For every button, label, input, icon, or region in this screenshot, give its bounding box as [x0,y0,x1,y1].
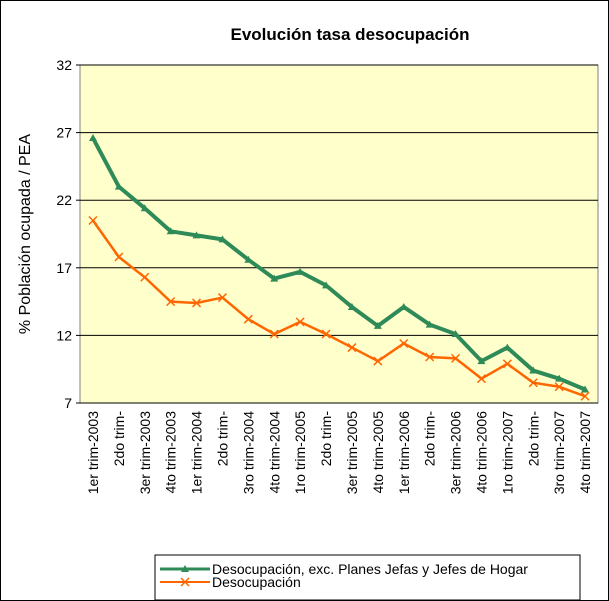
line-marker [166,297,176,307]
plot-area [79,64,599,404]
line-marker [373,356,383,366]
line-marker [192,231,201,239]
y-tick-label: 27 [56,125,72,141]
line-marker [555,374,564,382]
x-tick-label: 3er trim-2006 [448,411,464,494]
line-marker [425,352,435,362]
x-tick-label: 4to trim-2007 [577,411,593,494]
line-marker [218,235,227,243]
x-tick-label: 3er trim-2005 [344,411,360,494]
line-marker [192,298,202,308]
line-marker [295,317,305,327]
line-marker [476,374,486,384]
x-tick-label: 1er trim-2004 [189,411,205,494]
y-tick-label: 7 [64,395,72,411]
line-marker [114,252,124,262]
x-tick-label: 3ro trim-2007 [551,411,567,494]
line-marker [270,274,279,282]
x-tick-label: 4to trim-2004 [266,411,282,494]
line-marker [243,314,253,324]
line-marker [451,353,461,363]
line-marker [347,303,356,311]
line-marker [399,303,408,311]
line-marker [477,357,486,365]
x-tick-label: 2do trim- [318,411,334,467]
x-tick-label: 2do trim- [214,411,230,467]
line-marker [180,577,190,587]
legend-label: Desocupación [212,574,301,590]
x-tick-label: 4to trim-2006 [473,411,489,494]
line-marker [140,272,150,282]
line-marker [321,329,331,339]
line-marker [140,204,149,212]
line-marker [529,366,538,374]
legend-label: Desocupación, exc. Planes Jefas y Jefes … [212,561,528,577]
chart-title: Evolución tasa desocupación [230,25,469,44]
x-tick-label: 2do trim- [111,411,127,467]
line-marker [503,343,512,351]
line-marker [580,391,590,401]
line-marker [347,343,357,353]
line-marker [88,215,98,226]
x-tick-label: 2do trim- [525,411,541,467]
line-marker [528,378,538,388]
y-tick-label: 22 [56,192,72,208]
data-line [91,219,586,398]
line-marker [296,267,305,275]
data-line [91,137,586,392]
x-tick-label: 4to trim-2003 [163,411,179,494]
y-axis-label: % Población ocupada / PEA [17,134,34,334]
x-tick-label: 2do trim- [422,411,438,467]
y-tick-label: 17 [56,260,72,276]
line-marker [244,255,253,263]
x-tick-label: 1er trim-2006 [396,411,412,494]
y-tick-label: 32 [56,57,72,73]
line-marker [166,227,175,235]
line-marker [581,385,590,393]
line-marker [554,382,564,392]
line-marker [502,359,512,369]
line-marker [114,182,123,190]
line-marker [269,329,279,339]
line-marker [322,281,331,289]
line-marker [373,321,382,329]
line-marker [181,565,189,572]
y-tick-label: 12 [56,327,72,343]
x-tick-label: 3er trim-2003 [137,411,153,494]
x-tick-label: 1ro trim-2007 [499,411,515,494]
x-tick-label: 3ro trim-2004 [240,411,256,494]
x-tick-label: 1ro trim-2005 [292,411,308,494]
x-tick-label: 1er trim-2003 [85,411,101,494]
line-marker [451,330,460,338]
line-marker [88,134,97,142]
legend-box [154,554,581,601]
line-marker [217,293,227,303]
x-tick-label: 4to trim-2005 [370,411,386,494]
line-marker [425,320,434,328]
line-marker [399,338,409,349]
